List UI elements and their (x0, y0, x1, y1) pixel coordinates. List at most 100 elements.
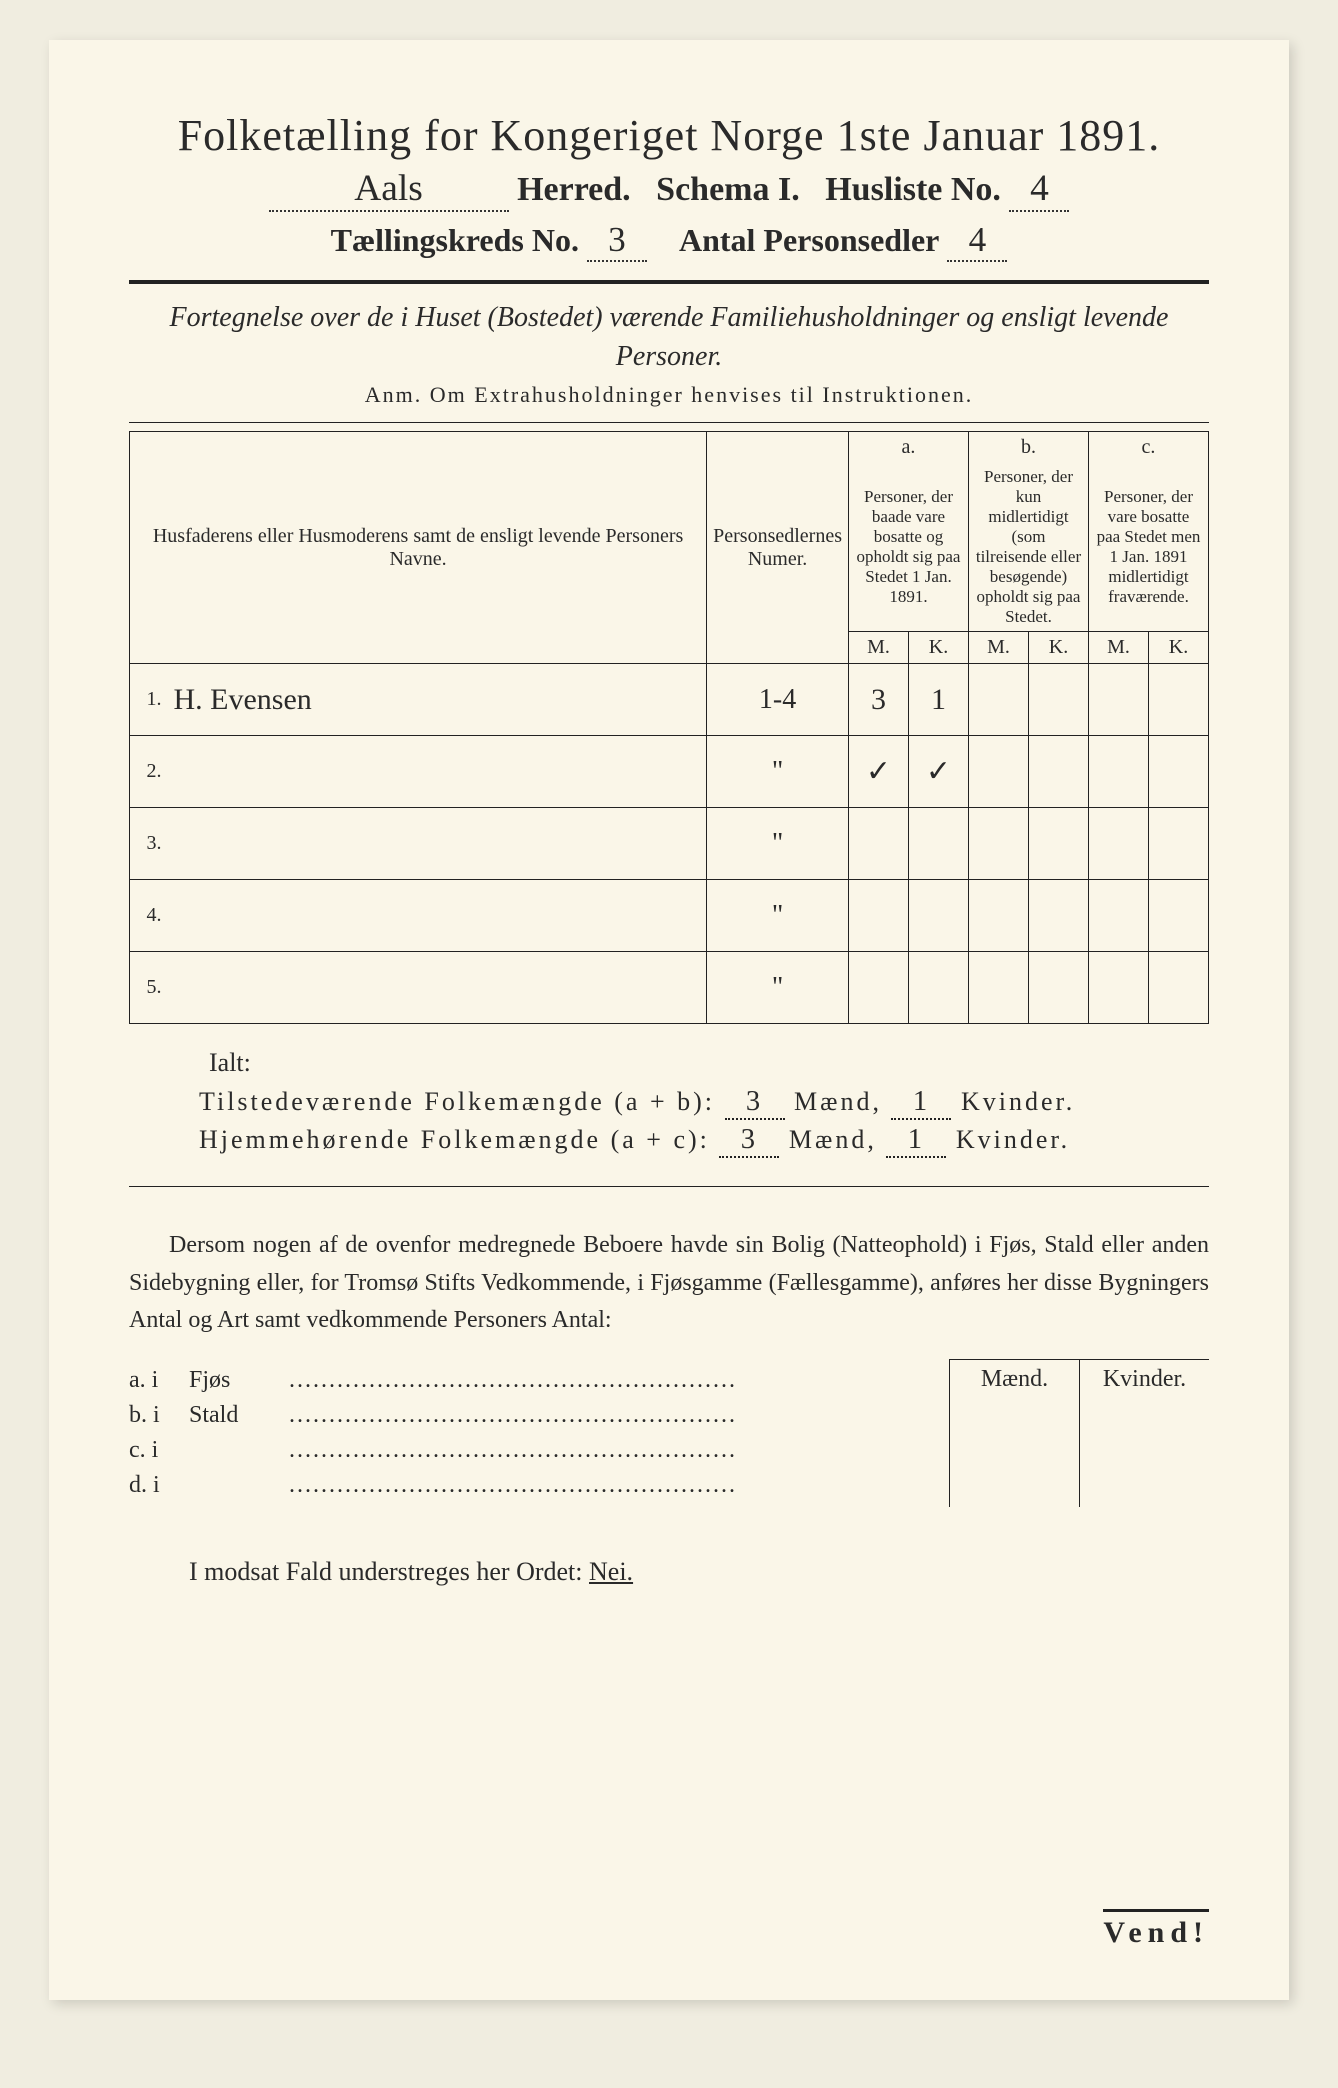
tot2-k: 1 (886, 1124, 946, 1158)
cell-a-m: 3 (849, 664, 909, 736)
person-name (168, 952, 707, 1024)
husliste-no-field: 4 (1009, 167, 1069, 212)
personseddel-num: 1-4 (707, 664, 849, 736)
rule-3 (129, 1186, 1209, 1187)
table-row: 5." (130, 952, 1209, 1024)
cell-b-m (969, 880, 1029, 952)
side-building-row: c. i (129, 1437, 949, 1464)
header-line-3: Tællingskreds No. 3 Antal Personsedler 4 (129, 220, 1209, 262)
tk-label: Tællingskreds No. (331, 222, 579, 258)
census-table: Husfaderens eller Husmoderens samt de en… (129, 431, 1209, 1024)
total-present: Tilstedeværende Folkemængde (a + b): 3 M… (199, 1086, 1209, 1120)
maend-2: Mænd, (789, 1125, 877, 1154)
tk-no-field: 3 (587, 220, 647, 262)
cell-c-k (1149, 736, 1209, 808)
husliste-label: Husliste No. (825, 171, 1001, 208)
th-b-k: K. (1029, 632, 1089, 664)
kvinder-2: Kvinder. (956, 1125, 1070, 1154)
nei-label: I modsat Fald understreges her Ordet: (189, 1557, 583, 1586)
personseddel-num: " (707, 880, 849, 952)
herred-name-field: Aals (269, 167, 509, 212)
th-a: Personer, der baade vare bosatte og opho… (849, 463, 969, 632)
side-col-k: Kvinder. (1080, 1360, 1209, 1507)
side-building-row: d. i (129, 1472, 949, 1499)
tot1-m: 3 (725, 1086, 785, 1120)
th-b-m: M. (969, 632, 1029, 664)
th-a-m: M. (849, 632, 909, 664)
cell-a-k (909, 808, 969, 880)
cell-b-k (1029, 664, 1089, 736)
side-building-rows: a. iFjøs b. iStald c. i d. i (129, 1359, 949, 1507)
side-building-paragraph: Dersom nogen af de ovenfor medregnede Be… (129, 1227, 1209, 1339)
ap-label: Antal Personsedler (679, 222, 939, 258)
th-b-top: b. (969, 432, 1089, 464)
person-name (168, 880, 707, 952)
cell-c-k (1149, 664, 1209, 736)
cell-a-k: 1 (909, 664, 969, 736)
side-col-m: Mænd. (950, 1360, 1080, 1507)
cell-a-k: ✓ (909, 736, 969, 808)
th-b: Personer, der kun midlertidigt (som tilr… (969, 463, 1089, 632)
table-row: 1.H. Evensen1-431 (130, 664, 1209, 736)
cell-c-m (1089, 664, 1149, 736)
rule-1 (129, 280, 1209, 284)
side-building-row: a. iFjøs (129, 1367, 949, 1394)
kvinder-1: Kvinder. (961, 1087, 1075, 1116)
cell-b-k (1029, 952, 1089, 1024)
anm-text: Anm. Om Extrahusholdninger henvises til … (129, 382, 1209, 408)
intro-text: Fortegnelse over de i Huset (Bostedet) v… (129, 298, 1209, 376)
row-number: 2. (130, 736, 168, 808)
tot1-label: Tilstedeværende Folkemængde (a + b): (199, 1087, 715, 1116)
th-c-m: M. (1089, 632, 1149, 664)
herred-label: Herred. (517, 171, 631, 208)
tot2-label: Hjemmehørende Folkemængde (a + c): (199, 1125, 710, 1154)
ap-no-field: 4 (947, 220, 1007, 262)
th-name: Husfaderens eller Husmoderens samt de en… (130, 432, 707, 664)
th-a-top: a. (849, 432, 969, 464)
personseddel-num: " (707, 808, 849, 880)
row-number: 4. (130, 880, 168, 952)
person-name (168, 736, 707, 808)
cell-b-m (969, 952, 1029, 1024)
cell-c-k (1149, 952, 1209, 1024)
maend-1: Mænd, (794, 1087, 882, 1116)
cell-a-m (849, 952, 909, 1024)
cell-b-m (969, 808, 1029, 880)
cell-a-m (849, 808, 909, 880)
cell-b-k (1029, 736, 1089, 808)
cell-c-m (1089, 952, 1149, 1024)
table-row: 4. " (130, 880, 1209, 952)
side-building-row: b. iStald (129, 1402, 949, 1429)
nei-word: Nei. (589, 1557, 633, 1586)
cell-b-m (969, 664, 1029, 736)
vend-label: Vend! (1103, 1909, 1209, 1950)
person-name: H. Evensen (168, 664, 707, 736)
th-a-k: K. (909, 632, 969, 664)
cell-b-k (1029, 880, 1089, 952)
table-row: 3. " (130, 808, 1209, 880)
personseddel-num: " (707, 736, 849, 808)
cell-c-k (1149, 880, 1209, 952)
side-building-cols: Mænd. Kvinder. (949, 1359, 1209, 1507)
person-name (168, 808, 707, 880)
total-resident: Hjemmehørende Folkemængde (a + c): 3 Mæn… (199, 1124, 1209, 1158)
census-form-page: Folketælling for Kongeriget Norge 1ste J… (49, 40, 1289, 2000)
ialt-label: Ialt: (209, 1048, 1209, 1078)
header-line-2: Aals Herred. Schema I. Husliste No. 4 (129, 167, 1209, 212)
cell-c-m (1089, 736, 1149, 808)
th-c-top: c. (1089, 432, 1209, 464)
side-building-section: a. iFjøs b. iStald c. i d. i Mænd. Kvinder. (129, 1359, 1209, 1507)
cell-a-k (909, 952, 969, 1024)
row-number: 3. (130, 808, 168, 880)
cell-b-m (969, 736, 1029, 808)
cell-b-k (1029, 808, 1089, 880)
th-c: Personer, der vare bosatte paa Stedet me… (1089, 463, 1209, 632)
th-num: Personsedlernes Numer. (707, 432, 849, 664)
tot1-k: 1 (891, 1086, 951, 1120)
tot2-m: 3 (719, 1124, 779, 1158)
cell-a-m (849, 880, 909, 952)
schema-label: Schema I. (656, 171, 800, 208)
cell-a-m: ✓ (849, 736, 909, 808)
cell-c-k (1149, 808, 1209, 880)
rule-2 (129, 422, 1209, 423)
